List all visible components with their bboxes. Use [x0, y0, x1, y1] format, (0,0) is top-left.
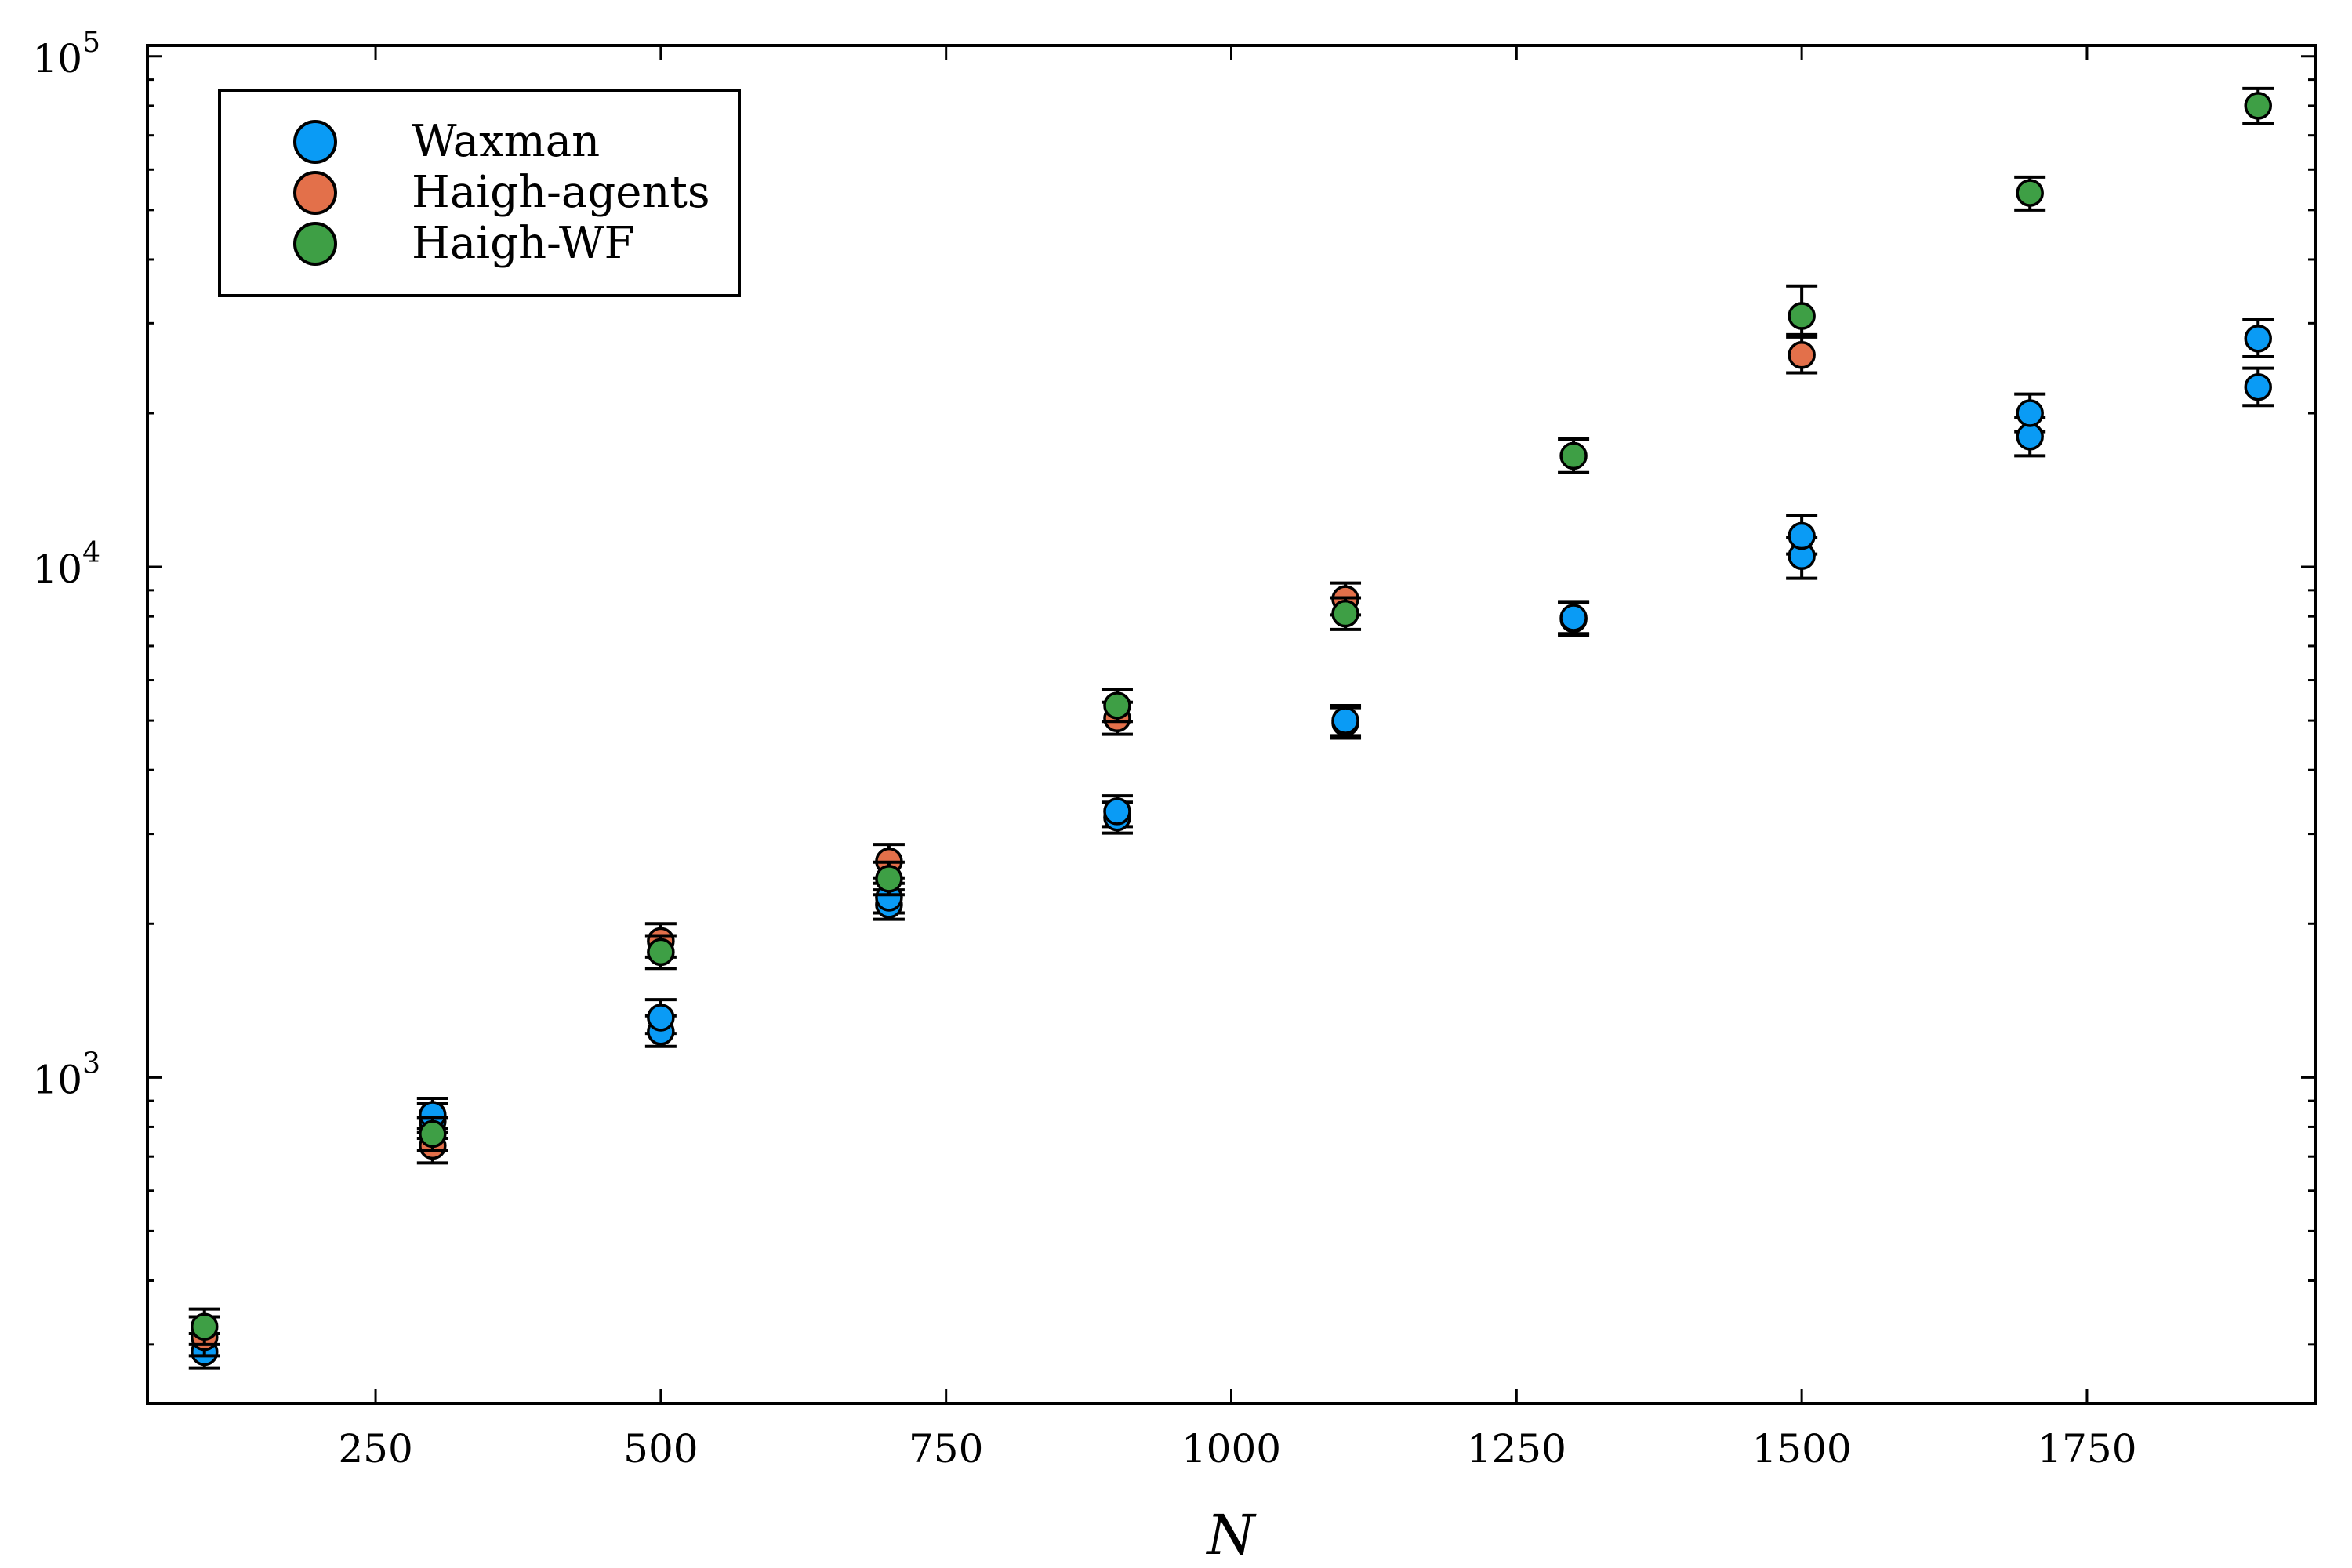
legend-marker — [293, 171, 337, 215]
y-tick-base: 10 — [32, 1057, 82, 1102]
y-tick-base: 10 — [32, 546, 82, 592]
data-point — [1103, 691, 1131, 720]
data-point — [191, 1312, 219, 1341]
data-point — [2016, 179, 2044, 207]
data-point — [1559, 604, 1588, 632]
series-waxman — [188, 318, 2274, 1370]
legend-label: Haigh-WF — [412, 218, 634, 269]
data-point — [2016, 399, 2044, 427]
x-tick-label: 1500 — [1752, 1426, 1852, 1472]
legend-marker — [293, 120, 337, 164]
x-axis-label: N — [1205, 1503, 1257, 1567]
x-axis-ticks: 250 500 750 1000 1250 1500 1750 — [338, 45, 2137, 1472]
data-point — [647, 938, 675, 967]
x-tick-label: 1250 — [1467, 1426, 1566, 1472]
y-tick-label: 104 — [32, 537, 100, 592]
x-tick-label: 1000 — [1181, 1426, 1281, 1472]
legend-marker — [293, 222, 337, 266]
y-tick-exponent: 4 — [82, 537, 100, 569]
data-point — [1103, 797, 1131, 826]
data-point — [2244, 325, 2272, 353]
series-layer — [188, 86, 2274, 1370]
data-point — [647, 1004, 675, 1032]
y-tick-label: 103 — [32, 1047, 100, 1102]
data-point — [2244, 92, 2272, 120]
y-tick-label: 105 — [32, 27, 100, 82]
data-point — [2016, 423, 2044, 451]
data-point — [1788, 302, 1816, 330]
data-point — [1788, 341, 1816, 369]
x-tick-label: 1750 — [2037, 1426, 2136, 1472]
x-tick-label: 750 — [909, 1426, 983, 1472]
data-point — [419, 1120, 447, 1149]
data-point — [1331, 706, 1359, 735]
y-tick-exponent: 3 — [82, 1047, 100, 1080]
data-point — [875, 865, 903, 893]
data-point — [2244, 372, 2272, 401]
legend-label: Haigh-agents — [412, 167, 710, 218]
y-tick-base: 10 — [32, 36, 82, 82]
legend-label: Waxman — [412, 116, 600, 167]
data-point — [1331, 599, 1359, 628]
x-tick-label: 500 — [623, 1426, 698, 1472]
data-point — [1788, 521, 1816, 550]
series-haigh-wf — [188, 86, 2274, 1346]
series-haigh-agents — [188, 335, 1818, 1358]
data-point — [1559, 441, 1588, 470]
y-tick-exponent: 5 — [82, 27, 100, 59]
x-tick-label: 250 — [338, 1426, 412, 1472]
